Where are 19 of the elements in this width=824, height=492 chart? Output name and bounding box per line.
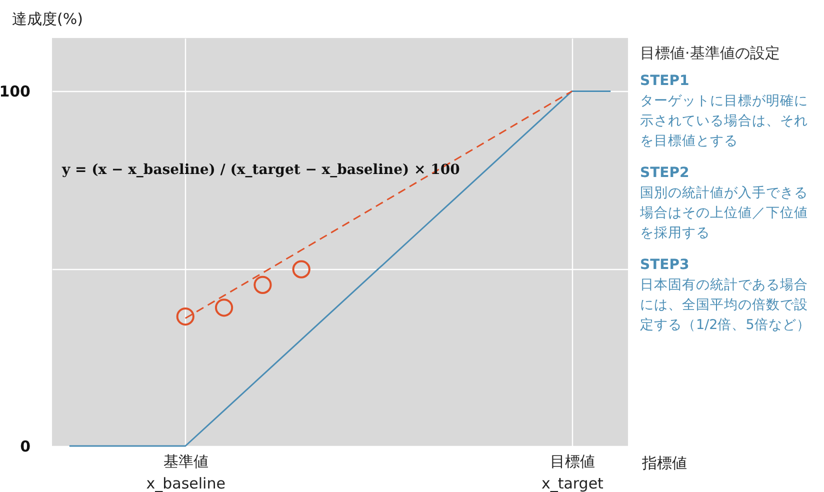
point [292,260,310,278]
y-axis-title: 達成度(%) [12,10,83,28]
text: STEP2 [640,165,690,181]
text: STEP3 [640,257,690,273]
text: 日本固有の統計である場合には、全国平均の倍数で設定する（1/2倍、5倍など） [640,277,810,333]
x-tick-label: 目標値 x_target [541,452,604,492]
x-axis-title: 指標値 [641,454,687,472]
x-tick-label: 基準値 x_baseline [146,452,226,492]
text: 目標値·基準値の設定 [640,44,780,62]
y-tick-label: 0 [20,438,30,456]
text: ターゲットに目標が明確に示されている場合は、それを目標値とする [640,93,808,149]
text: STEP1 [640,73,690,89]
annotation: y = (x − x_baseline) / (x_target − x_baseline) × 100 [61,162,460,178]
text: 国別の統計値が入手できる場合はその上位値／下位値を採用する [639,185,808,241]
y-tick-label: 100 [0,82,30,101]
point [176,307,194,326]
line-series [68,90,612,447]
point [214,298,234,317]
point [254,276,272,294]
